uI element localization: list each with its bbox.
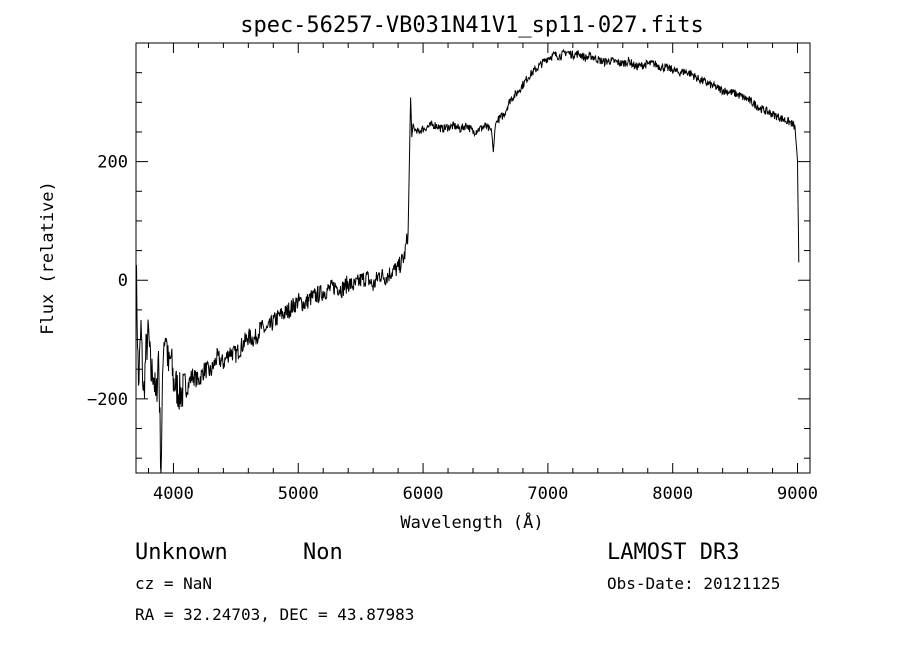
x-tick-label: 6000: [403, 484, 444, 504]
plot-frame: [135, 42, 811, 474]
chart-title: spec-56257-VB031N41V1_sp11-027.fits: [240, 13, 704, 38]
x-tick-label: 4000: [153, 484, 194, 504]
y-tick-label: −200: [87, 390, 128, 410]
redshift-label: cz = NaN: [135, 574, 212, 593]
object-class-label: Unknown: [135, 540, 228, 565]
coordinates-label: RA = 32.24703, DEC = 43.87983: [135, 605, 414, 624]
x-axis-ticks: 4000 5000 6000 7000 8000 9000: [147, 43, 818, 504]
y-axis-ticks: −200 0 200: [87, 42, 810, 459]
obs-date-label: Obs-Date: 20121125: [607, 574, 780, 593]
x-tick-label: 7000: [527, 484, 568, 504]
y-tick-label: 200: [97, 153, 128, 173]
y-tick-label: 0: [118, 271, 128, 291]
spectrum-line: [135, 48, 800, 474]
survey-label: LAMOST DR3: [607, 540, 739, 565]
x-axis-label: Wavelength (Å): [400, 511, 543, 533]
object-subclass-label: Non: [303, 540, 343, 565]
y-axis-label: Flux (relative): [38, 181, 58, 335]
x-tick-label: 9000: [777, 484, 818, 504]
x-tick-label: 8000: [652, 484, 693, 504]
x-tick-label: 5000: [278, 484, 319, 504]
